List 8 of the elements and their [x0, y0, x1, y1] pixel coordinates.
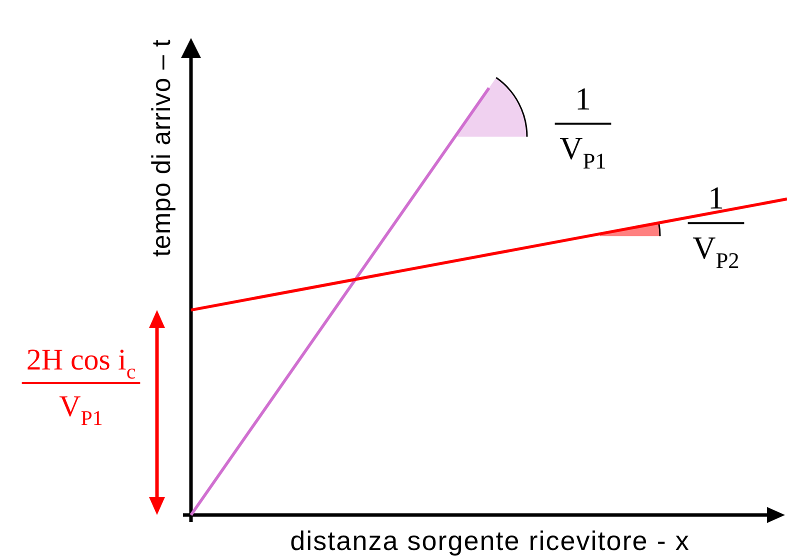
text: 2H cos i$_{c}$	[26, 344, 136, 384]
annotation: V$_{P1}$	[560, 130, 606, 174]
text: V$_{P1}$	[59, 390, 103, 430]
annotation: V$_{P2}$	[692, 229, 740, 273]
annotation: 1	[575, 80, 591, 116]
annotation: 1	[708, 180, 724, 216]
x-axis-title: distanza sorgente ricevitore - x	[290, 526, 690, 556]
y-axis-title: tempo di arrivo – t	[146, 38, 176, 257]
